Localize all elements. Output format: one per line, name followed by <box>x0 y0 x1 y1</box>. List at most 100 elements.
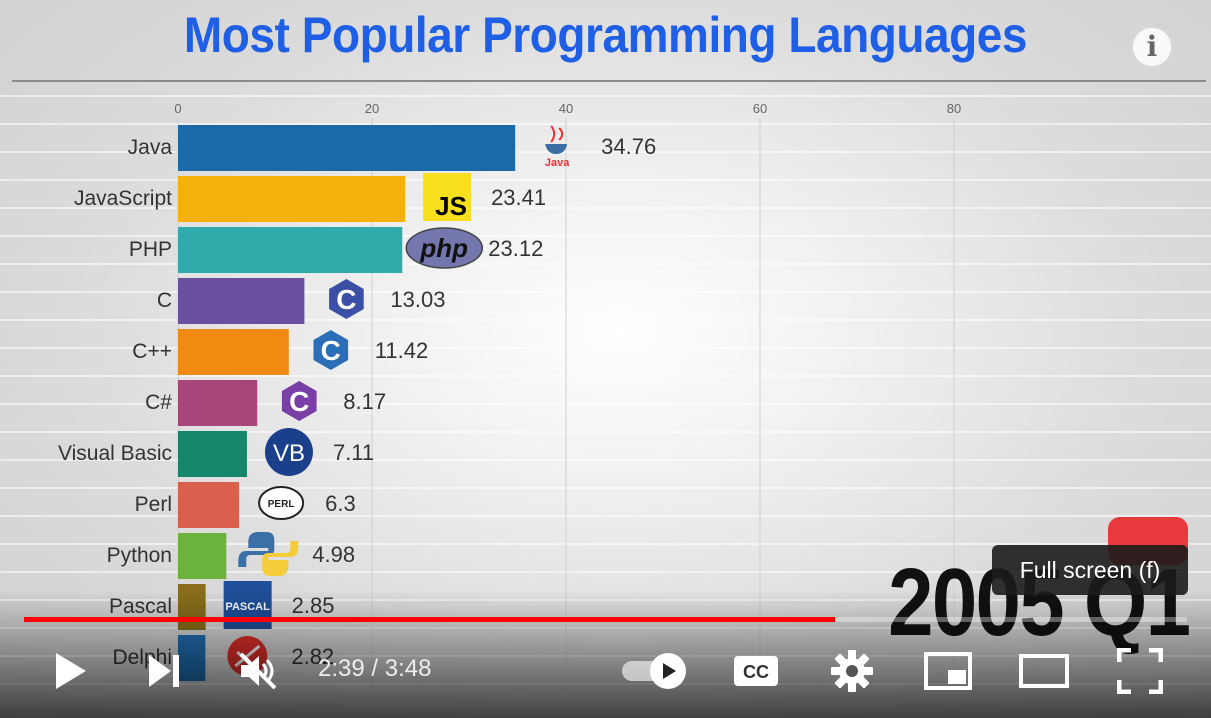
php-logo-text: php <box>419 233 468 263</box>
info-button[interactable]: i <box>1131 26 1173 68</box>
category-label: C# <box>145 391 172 414</box>
js-logo-square <box>423 173 472 221</box>
play-icon <box>56 653 86 689</box>
vb-logo-circle <box>264 428 313 476</box>
theater-mode-icon <box>1019 654 1069 688</box>
background-stripe <box>0 515 1211 517</box>
python-logo-yellow <box>262 541 299 576</box>
background-stripe <box>0 403 1211 405</box>
background-stripe <box>0 95 1211 97</box>
background-stripe <box>0 431 1211 433</box>
background-stripe <box>0 151 1211 153</box>
title-divider <box>12 80 1206 82</box>
category-label: C++ <box>132 340 172 363</box>
category-label: Visual Basic <box>58 442 172 465</box>
background-stripe <box>0 179 1211 181</box>
background-stripe <box>0 347 1211 349</box>
value-label: 4.98 <box>312 542 355 567</box>
time-display: 2:39 / 3:48 <box>318 655 431 683</box>
value-label: 23.12 <box>488 236 543 261</box>
bar <box>178 533 227 579</box>
category-label: PHP <box>129 238 172 261</box>
value-label: 13.03 <box>390 287 445 312</box>
volume-muted-icon <box>239 652 277 690</box>
c-logo-icon: C <box>329 279 364 319</box>
category-label: Perl <box>135 493 172 516</box>
bar <box>178 278 305 324</box>
theater-mode-button[interactable] <box>1014 642 1074 700</box>
java-cup <box>545 144 568 154</box>
background-stripe <box>0 459 1211 461</box>
value-label: 7.11 <box>333 440 374 465</box>
value-label: 23.41 <box>491 185 546 210</box>
time-separator: / <box>364 655 385 682</box>
python-logo-blue <box>238 532 275 567</box>
c-logo-hexagon <box>313 330 349 370</box>
value-label: 34.76 <box>601 134 656 159</box>
background-stripe <box>0 319 1211 321</box>
bar <box>178 125 516 171</box>
vb-logo-text: VB <box>273 440 305 467</box>
next-button[interactable] <box>134 642 194 700</box>
python-logo-icon <box>238 532 299 576</box>
c-logo-letter: C <box>289 386 309 417</box>
captions-icon: CC <box>734 656 778 686</box>
captions-button[interactable]: CC <box>726 642 786 700</box>
background-stripe <box>0 207 1211 209</box>
autoplay-toggle-icon <box>622 653 686 689</box>
tick-label: 60 <box>753 101 767 116</box>
mute-button[interactable] <box>228 642 288 700</box>
c-logo-hexagon <box>281 381 317 421</box>
bar <box>178 482 240 528</box>
java-steam <box>550 125 564 143</box>
bar <box>178 431 247 477</box>
background-stripe <box>0 235 1211 237</box>
php-logo-icon: php <box>405 227 484 269</box>
java-logo-icon: Java <box>545 125 570 169</box>
category-label: Java <box>128 136 173 159</box>
java-logo-text: Java <box>545 157 570 169</box>
autoplay-toggle[interactable] <box>612 642 692 700</box>
js-logo-text: JS <box>435 191 467 221</box>
play-button[interactable] <box>40 642 100 700</box>
fullscreen-icon <box>1117 648 1163 694</box>
value-label: 8.17 <box>343 389 386 414</box>
skip-next-icon <box>149 655 179 687</box>
current-time: 2:39 <box>318 655 365 682</box>
duration: 3:48 <box>384 655 432 682</box>
c-logo-letter: C <box>321 335 341 366</box>
background-stripe <box>0 571 1211 573</box>
bar <box>178 380 258 426</box>
cpp-logo-icon: C <box>313 330 349 370</box>
c-logo-hexagon <box>329 279 364 319</box>
tick-label: 80 <box>947 101 961 116</box>
js-logo-icon: JS <box>423 173 472 221</box>
category-label: C <box>157 289 172 312</box>
background-stripe <box>0 543 1211 545</box>
category-label: JavaScript <box>74 187 172 210</box>
settings-button[interactable] <box>822 642 882 700</box>
csharp-logo-icon: C <box>281 381 317 421</box>
progress-bar-played <box>24 617 835 622</box>
fullscreen-tooltip: Full screen (f) <box>992 545 1188 595</box>
video-title: Most Popular Programming Languages <box>183 7 1028 63</box>
bar <box>178 227 403 273</box>
background-stripe <box>0 123 1211 125</box>
miniplayer-button[interactable] <box>918 642 978 700</box>
progress-bar[interactable] <box>24 617 1187 622</box>
vb-logo-icon: VB <box>264 428 313 476</box>
tick-label: 40 <box>559 101 573 116</box>
miniplayer-icon <box>924 652 972 690</box>
category-label: Python <box>107 544 172 567</box>
background-stripe <box>0 291 1211 293</box>
fullscreen-button[interactable] <box>1110 642 1170 700</box>
c-logo-letter: C <box>336 284 356 315</box>
perl-logo-icon: PERL <box>258 486 305 520</box>
php-logo-ellipse <box>405 227 484 269</box>
tick-label: 20 <box>365 101 379 116</box>
bar <box>178 329 289 375</box>
tick-label: 0 <box>174 101 181 116</box>
controls-gradient <box>0 590 1211 718</box>
gear-icon <box>831 650 873 692</box>
